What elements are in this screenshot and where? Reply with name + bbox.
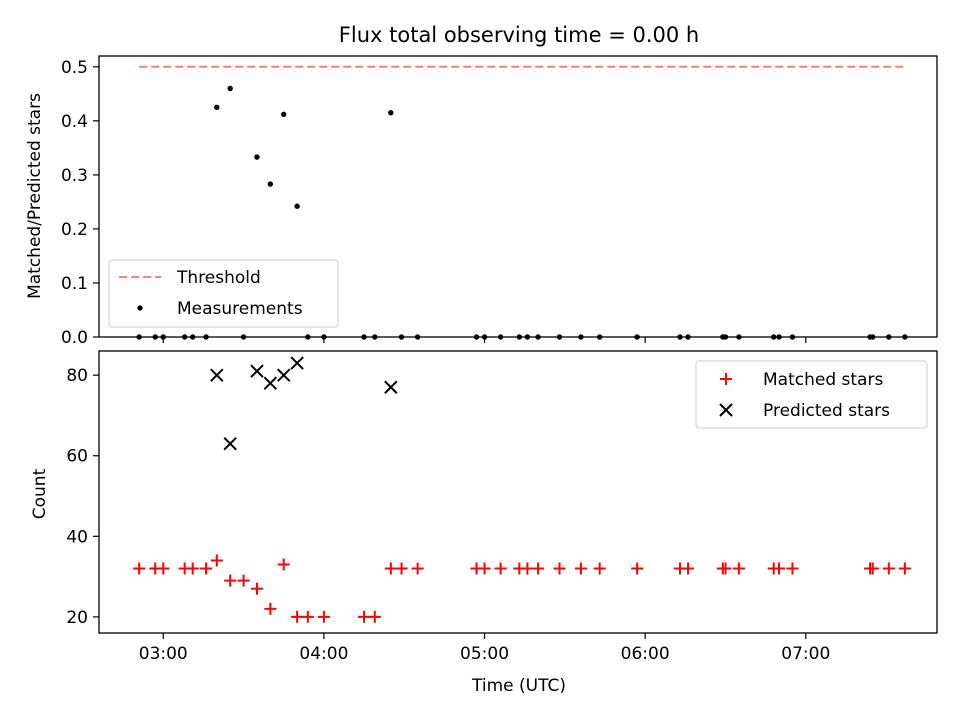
matched-star-point [317,610,330,623]
bottom-legend: Matched stars Predicted stars [695,360,928,429]
predicted-star-point [263,376,278,390]
legend-threshold-label: Threshold [176,268,261,288]
matched-star-point [250,582,263,595]
top-y-tick-label: 0.4 [61,112,88,132]
x-tick-label: 07:00 [781,644,830,664]
top-y-tick-label: 0.0 [61,328,88,348]
matched-star-point [574,562,587,575]
predicted-star-point [210,368,224,382]
matched-star-point [553,562,566,575]
legend-matched-label: Matched stars [763,370,883,390]
matched-star-point [291,610,304,623]
measurement-point [267,181,274,187]
matched-star-point [157,562,170,575]
legend-measurements-label: Measurements [177,299,303,319]
matched-star-point [532,562,545,575]
matched-star-point [773,562,786,575]
bottom-panel: 20 40 60 80 03:00 04:00 05:00 06:00 07:00 Time … [30,350,938,696]
measurement-point [281,111,287,118]
predicted-star-point [290,356,304,370]
matched-star-point [719,562,732,575]
top-axes-frame [98,55,938,338]
legend-predicted-swatch [719,403,733,417]
top-y-tick-label: 0.2 [61,220,88,240]
matched-star-point [264,602,277,615]
predicted-star-point [384,380,398,394]
bottom-y-tick-label: 60 [66,447,88,467]
top-y-tick-label: 0.1 [61,274,88,294]
matched-star-point [277,558,290,571]
legend-predicted-label: Predicted stars [763,401,890,421]
x-tick-label: 06:00 [621,644,670,664]
matched-star-point [521,562,534,575]
legend-measurements-swatch [137,305,143,311]
x-tick-label: 03:00 [139,644,188,664]
matched-star-point [478,562,491,575]
matched-star-point [882,562,895,575]
matched-star-point [224,574,237,587]
chart-title: Flux total observing time = 0.00 h [339,23,699,47]
top-panel: 0.0 0.1 0.2 0.3 0.4 0.5 Matched/Predicted sta… [25,55,938,348]
matched-star-point [301,610,314,623]
top-y-axis-label: Matched/Predicted stars [25,93,45,299]
matched-star-point [786,562,799,575]
top-y-tick-label: 0.5 [61,58,88,78]
measurement-point [388,110,394,116]
predicted-star-point [223,436,237,451]
matched-star-point [210,554,223,567]
matched-star-point [237,574,250,587]
legend-matched-swatch [720,373,732,385]
matched-star-point [732,562,745,575]
matched-star-point [186,562,199,575]
x-tick-label: 04:00 [299,644,348,664]
matched-star-point [593,562,606,575]
measurement-point [254,154,260,160]
matched-star-point [898,562,911,575]
x-tick-label: 05:00 [460,644,509,664]
x-axis-label: Time (UTC) [471,676,566,696]
bottom-y-tick-label: 20 [66,608,88,628]
matched-star-point [411,562,424,575]
bottom-axes-frame [98,350,938,634]
matched-star-point [682,562,695,575]
matched-star-point [200,562,213,575]
matched-star-point [494,562,507,575]
matched-star-point [395,562,408,575]
matched-star-point [368,610,381,623]
matched-star-point [133,562,146,575]
bottom-y-tick-label: 40 [66,527,88,547]
top-y-tick-label: 0.3 [61,166,88,186]
matched-star-point [384,562,397,575]
predicted-star-point [250,364,264,378]
measurement-point [294,203,300,209]
measurement-point [214,104,220,111]
measurement-point [227,85,233,92]
predicted-star-point [277,368,291,382]
bottom-y-axis-label: Count [30,468,50,519]
top-legend: Threshold Measurements [108,259,339,328]
bottom-y-tick-label: 80 [66,366,88,386]
matched-star-point [866,562,879,575]
matched-star-point [358,610,371,623]
matched-star-point [631,562,644,575]
